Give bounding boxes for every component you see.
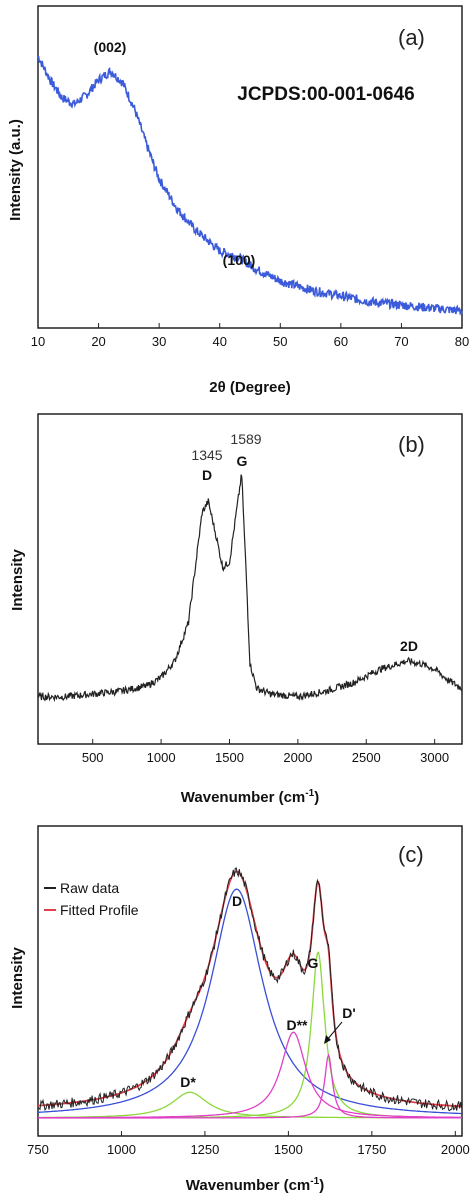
panel-c-dprime-label: D' — [342, 1005, 355, 1021]
panel-b-ylabel: Intensity — [9, 549, 26, 611]
x-tick-label: 70 — [394, 334, 408, 349]
x-tick-label: 1250 — [190, 1142, 219, 1157]
fit-component-G — [38, 951, 462, 1119]
x-tick-label: 30 — [152, 334, 166, 349]
panel-b-2d-label: 2D — [400, 638, 418, 654]
panel-b-d-label: D — [202, 467, 212, 483]
x-tick-label: 10 — [31, 334, 45, 349]
x-tick-label: 80 — [455, 334, 469, 349]
legend-label-fitted-profile: Fitted Profile — [60, 902, 139, 918]
x-tick-label: 1500 — [215, 750, 244, 765]
panel-c-dstar-label: D* — [180, 1074, 196, 1090]
fit-component-Dstarstar — [38, 1031, 462, 1119]
panel-c-x-ticks: 750 1000 1250 1500 1750 2000 — [27, 1131, 470, 1157]
x-tick-label: 1000 — [107, 1142, 136, 1157]
panel-a-jcpds-label: JCPDS:00-001-0646 — [237, 84, 414, 105]
x-tick-label: 500 — [82, 750, 104, 765]
panel-c-fit-components — [38, 888, 462, 1119]
panel-c-d-label: D — [232, 893, 242, 909]
x-tick-label: 3000 — [420, 750, 449, 765]
panel-a: 10 20 30 40 50 60 70 80 2θ (Degree) Intensity (… — [7, 5, 469, 396]
x-tick-label: 1750 — [357, 1142, 386, 1157]
panel-a-xlabel: 2θ (Degree) — [209, 379, 290, 396]
x-tick-label: 2000 — [441, 1142, 470, 1157]
panel-b-xlabel: Wavenumber (cm-1) — [181, 788, 319, 806]
panel-c-dprime-arrowhead — [324, 1035, 331, 1044]
panel-a-label: (a) — [398, 25, 425, 50]
panel-c-dprime-arrow — [326, 1021, 343, 1041]
panel-c-xlabel: Wavenumber (cm-1) — [186, 1176, 324, 1194]
panel-b-frame — [37, 413, 463, 745]
panel-c-ylabel: Intensity — [9, 947, 26, 1009]
panel-b-series-line — [37, 474, 463, 703]
panel-b-label: (b) — [398, 432, 425, 457]
panel-a-annotation-100: (100) — [223, 252, 256, 268]
panel-b-g-label: G — [237, 453, 248, 469]
x-tick-label: 2500 — [352, 750, 381, 765]
x-tick-label: 50 — [273, 334, 287, 349]
panel-c-dstarstar-label: D** — [286, 1017, 308, 1033]
x-tick-label: 20 — [91, 334, 105, 349]
panel-c-label: (c) — [398, 842, 424, 867]
panel-b-d-number: 1345 — [191, 447, 222, 463]
panel-b-x-ticks: 500 1000 1500 2000 2500 3000 — [82, 739, 449, 765]
panel-a-annotation-002: (002) — [94, 39, 127, 55]
panel-a-ylabel: Intensity (a.u.) — [7, 119, 24, 221]
fit-component-Dprime — [38, 1053, 462, 1119]
panel-a-series-line — [37, 55, 463, 316]
panel-b: 500 1000 1500 2000 2500 3000 Wavenumber (cm-1… — [9, 413, 463, 806]
panel-c-g-label: G — [308, 955, 319, 971]
panel-c-frame — [37, 825, 463, 1137]
panel-a-x-ticks: 10 20 30 40 50 60 70 80 — [31, 323, 469, 349]
fit-component-D — [38, 888, 462, 1115]
panel-c-raw-data-line — [37, 867, 463, 1112]
x-tick-label: 2000 — [283, 750, 312, 765]
x-tick-label: 1500 — [274, 1142, 303, 1157]
x-tick-label: 1000 — [147, 750, 176, 765]
x-tick-label: 60 — [334, 334, 348, 349]
x-tick-label: 750 — [27, 1142, 49, 1157]
legend-label-raw-data: Raw data — [60, 880, 119, 896]
panel-a-frame — [37, 5, 463, 329]
x-tick-label: 40 — [212, 334, 226, 349]
panel-c: 750 1000 1250 1500 1750 2000 Wavenumber (cm-1… — [9, 825, 470, 1194]
panel-c-legend: Raw data Fitted Profile — [44, 880, 139, 918]
panel-b-g-number: 1589 — [230, 431, 261, 447]
